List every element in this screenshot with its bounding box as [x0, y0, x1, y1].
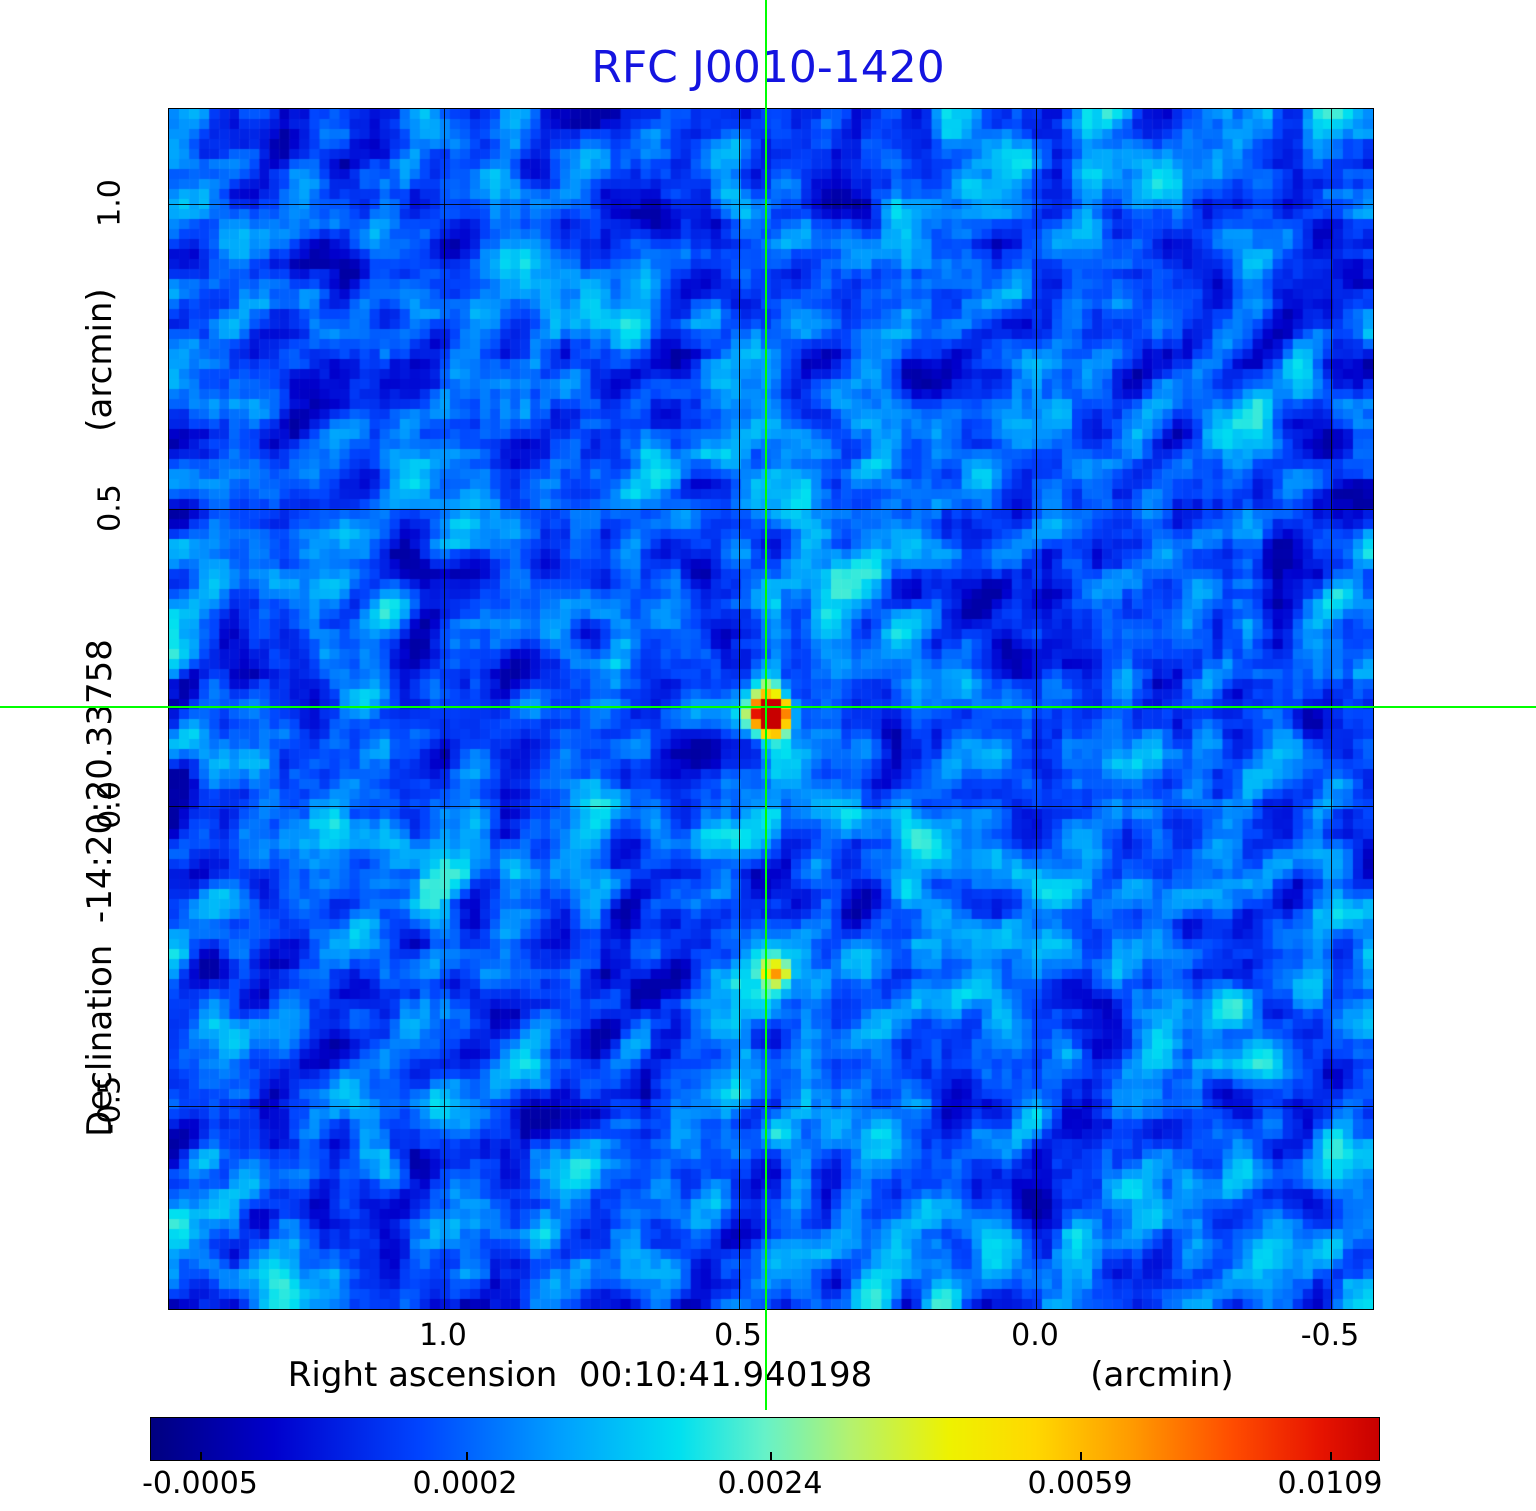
colorbar-tick-2: [465, 1452, 468, 1460]
gridline-horizontal-4: [169, 1106, 1373, 1107]
heatmap-plot: [168, 108, 1374, 1310]
y-axis-unit-label: (arcmin): [80, 288, 120, 432]
y-tick-1: 1.0: [92, 179, 128, 227]
x-tick-1: 1.0: [419, 1318, 467, 1353]
x-tick-2: 0.5: [714, 1318, 762, 1353]
x-tick-3: 0.0: [1011, 1318, 1059, 1353]
colorbar-tick-5: [1330, 1452, 1333, 1460]
x-axis-unit-label: (arcmin): [1090, 1355, 1234, 1395]
colorbar-tick-3: [770, 1452, 773, 1460]
x-tick-4: -0.5: [1300, 1318, 1360, 1353]
gridline-vertical-1: [444, 109, 445, 1309]
gridline-vertical-4: [1331, 109, 1332, 1309]
colorbar-label-4: 0.0059: [1027, 1466, 1133, 1501]
colorbar-label-2: 0.0002: [412, 1466, 518, 1501]
crosshair-vertical-line: [765, 0, 767, 1410]
colorbar-tick-1: [200, 1452, 203, 1460]
colorbar-label-5: 0.0109: [1277, 1466, 1383, 1501]
x-axis-label: Right ascension 00:10:41.940198: [287, 1355, 873, 1395]
colorbar-tick-4: [1079, 1452, 1082, 1460]
y-axis-label: Declination -14:20:20.33758: [80, 639, 120, 1137]
colorbar-label-3: 0.0024: [717, 1466, 823, 1501]
chart-title: RFC J0010-1420: [591, 42, 945, 93]
y-tick-2: 0.5: [92, 484, 128, 532]
gridline-horizontal-3: [169, 806, 1373, 807]
gridline-vertical-3: [1036, 109, 1037, 1309]
gridline-vertical-2: [739, 109, 740, 1309]
colorbar: [150, 1417, 1380, 1461]
colorbar-gradient: [151, 1418, 1379, 1460]
heatmap-canvas: [169, 109, 1373, 1309]
gridline-horizontal-2: [169, 509, 1373, 510]
colorbar-label-1: -0.0005: [142, 1466, 258, 1501]
gridline-horizontal-1: [169, 204, 1373, 205]
crosshair-horizontal-line: [0, 706, 1536, 708]
